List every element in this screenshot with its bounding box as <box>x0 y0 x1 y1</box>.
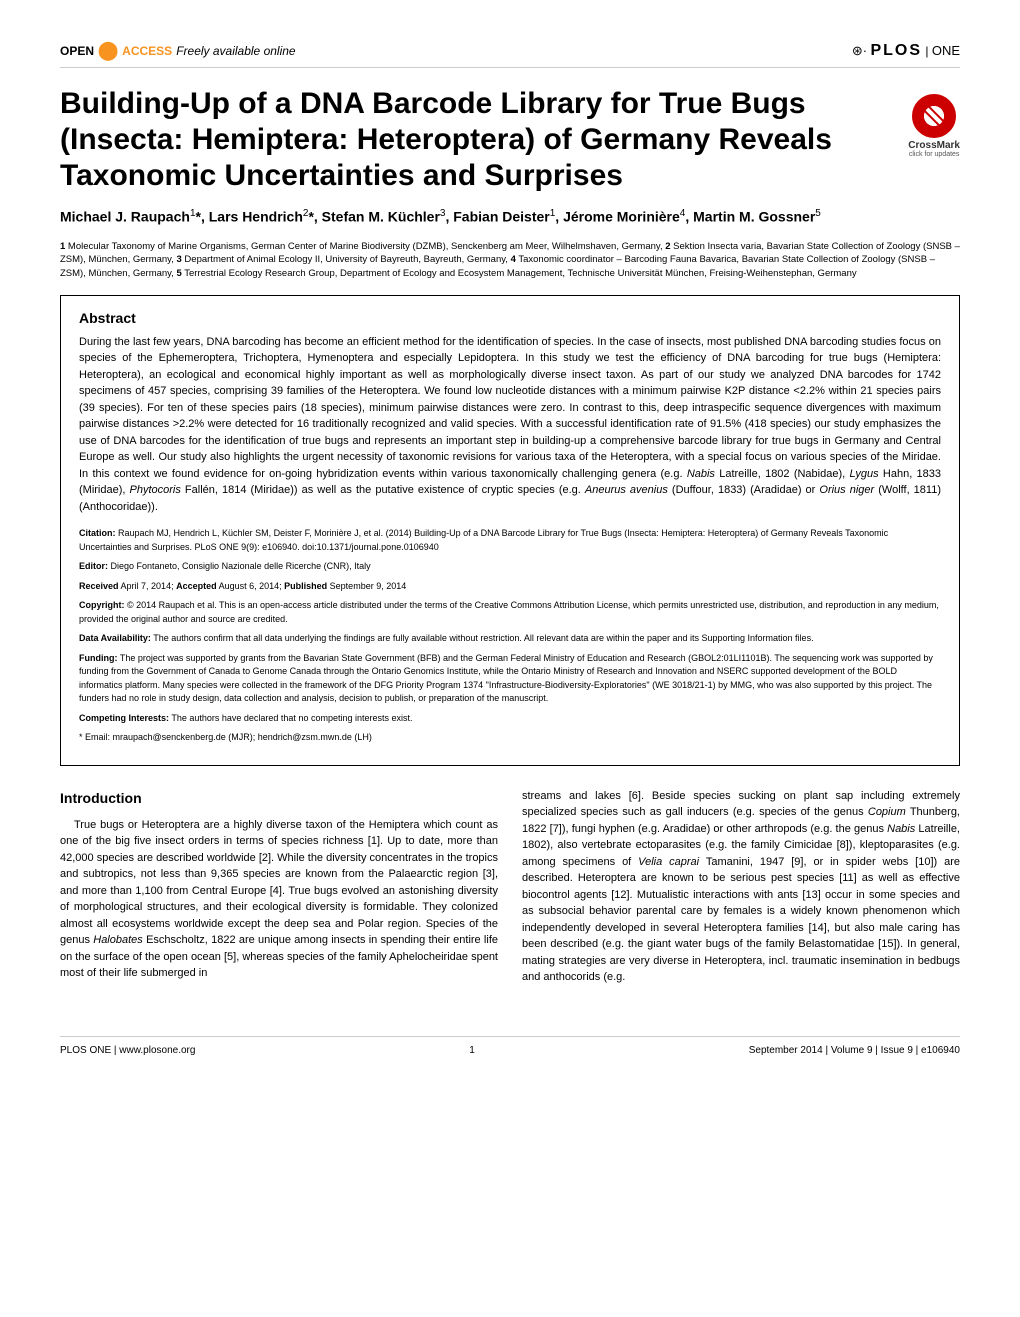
email-text: * Email: mraupach@senckenberg.de (MJR); … <box>79 732 372 742</box>
competing-label: Competing Interests: <box>79 713 169 723</box>
crossmark-label: CrossMark <box>908 140 960 151</box>
intro-heading: Introduction <box>60 788 498 809</box>
data-label: Data Availability: <box>79 633 151 643</box>
abstract-heading: Abstract <box>79 310 941 326</box>
plos-one-text: ONE <box>932 43 960 58</box>
column-left: Introduction True bugs or Heteroptera ar… <box>60 788 498 986</box>
funding-label: Funding: <box>79 653 117 663</box>
crossmark-sub: click for updates <box>909 151 960 158</box>
body-columns: Introduction True bugs or Heteroptera ar… <box>60 788 960 986</box>
citation-block: Citation: Raupach MJ, Hendrich L, Küchle… <box>79 527 941 554</box>
abstract-box: Abstract During the last few years, DNA … <box>60 295 960 766</box>
open-access-badge: OPEN ⬤ ACCESS Freely available online <box>60 40 296 61</box>
intro-paragraph-1: True bugs or Heteroptera are a highly di… <box>60 817 498 982</box>
title-row: Building-Up of a DNA Barcode Library for… <box>60 86 960 194</box>
editor-text: Diego Fontaneto, Consiglio Nazionale del… <box>108 561 371 571</box>
received-text: April 7, 2014; <box>119 581 177 591</box>
editor-block: Editor: Diego Fontaneto, Consiglio Nazio… <box>79 560 941 574</box>
received-label: Received <box>79 581 119 591</box>
abstract-text: During the last few years, DNA barcoding… <box>79 334 941 516</box>
journal-logo: ⊛· PLOS | ONE <box>852 42 960 60</box>
footer-right: September 2014 | Volume 9 | Issue 9 | e1… <box>749 1045 960 1056</box>
dates-block: Received April 7, 2014; Accepted August … <box>79 580 941 594</box>
crossmark-icon <box>912 94 956 138</box>
accepted-label: Accepted <box>176 581 217 591</box>
oa-access-text: ACCESS <box>122 44 172 58</box>
copyright-block: Copyright: © 2014 Raupach et al. This is… <box>79 599 941 626</box>
footer-left: PLOS ONE | www.plosone.org <box>60 1045 195 1056</box>
affiliations: 1 Molecular Taxonomy of Marine Organisms… <box>60 240 960 281</box>
intro-paragraph-2: streams and lakes [6]. Beside species su… <box>522 788 960 986</box>
data-availability-block: Data Availability: The authors confirm t… <box>79 632 941 646</box>
page-header: OPEN ⬤ ACCESS Freely available online ⊛·… <box>60 40 960 68</box>
page-footer: PLOS ONE | www.plosone.org 1 September 2… <box>60 1036 960 1056</box>
compass-icon: ⊛· <box>852 43 867 58</box>
email-block: * Email: mraupach@senckenberg.de (MJR); … <box>79 731 941 745</box>
article-title: Building-Up of a DNA Barcode Library for… <box>60 86 888 194</box>
accepted-text: August 6, 2014; <box>217 581 285 591</box>
data-text: The authors confirm that all data underl… <box>151 633 814 643</box>
copyright-label: Copyright: <box>79 600 125 610</box>
competing-block: Competing Interests: The authors have de… <box>79 712 941 726</box>
column-right: streams and lakes [6]. Beside species su… <box>522 788 960 986</box>
funding-block: Funding: The project was supported by gr… <box>79 652 941 706</box>
authors-list: Michael J. Raupach1*, Lars Hendrich2*, S… <box>60 206 960 228</box>
oa-open-text: OPEN <box>60 44 94 58</box>
citation-label: Citation: <box>79 528 116 538</box>
footer-page-number: 1 <box>469 1045 475 1056</box>
lock-icon: ⬤ <box>98 40 118 61</box>
plos-text: PLOS <box>870 42 922 59</box>
editor-label: Editor: <box>79 561 108 571</box>
citation-text: Raupach MJ, Hendrich L, Küchler SM, Deis… <box>79 528 888 552</box>
competing-text: The authors have declared that no compet… <box>169 713 412 723</box>
funding-text: The project was supported by grants from… <box>79 653 933 704</box>
published-label: Published <box>284 581 327 591</box>
copyright-text: © 2014 Raupach et al. This is an open-ac… <box>79 600 939 624</box>
oa-freely-text: Freely available online <box>176 44 295 58</box>
crossmark-badge[interactable]: CrossMark click for updates <box>908 94 960 158</box>
published-text: September 9, 2014 <box>327 581 406 591</box>
